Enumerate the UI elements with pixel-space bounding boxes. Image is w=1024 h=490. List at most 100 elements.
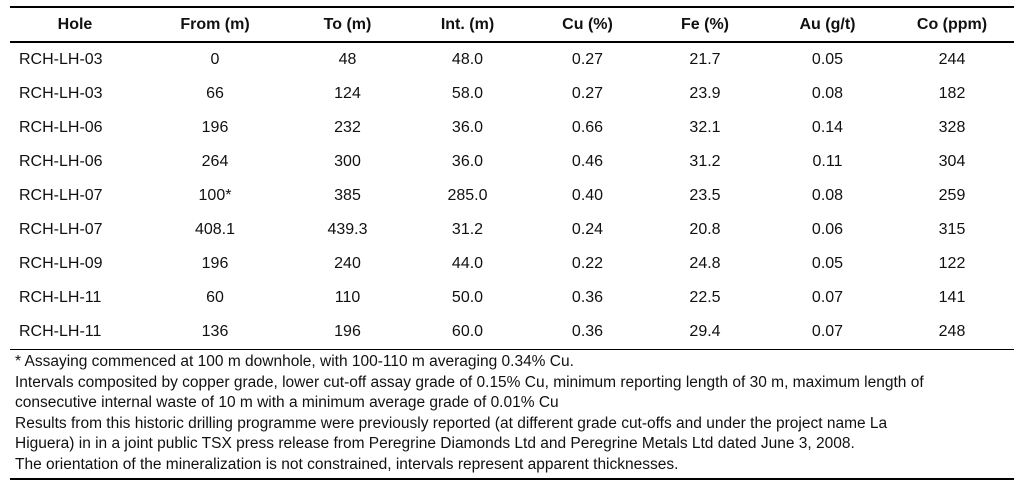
table-row: RCH-LH-06 264 300 36.0 0.46 31.2 0.11 304	[10, 145, 1014, 179]
cell-interval: 50.0	[451, 289, 484, 306]
cell-co: 304	[938, 153, 966, 170]
cell-to: 110	[334, 289, 361, 306]
header-to: To (m)	[290, 6, 405, 43]
cell-au: 0.14	[811, 119, 844, 136]
cell-co: 248	[890, 315, 1014, 350]
table-header-row: Hole From (m) To (m) Int. (m) Cu (%) Fe …	[10, 6, 1014, 43]
cell-hole: RCH-LH-06	[19, 153, 103, 170]
table-row: RCH-LH-06 196 232 36.0 0.66 32.1 0.14 328	[10, 111, 1014, 145]
cell-hole: RCH-LH-07	[19, 187, 103, 204]
cell-hole: RCH-LH-03	[19, 85, 103, 102]
table-footnotes: * Assaying commenced at 100 m downhole, …	[10, 352, 1014, 480]
cell-au: 0.06	[811, 221, 844, 238]
header-from: From (m)	[140, 6, 290, 43]
cell-fe: 22.5	[689, 289, 721, 306]
header-interval: Int. (m)	[405, 6, 530, 43]
cell-interval: 60.0	[405, 315, 530, 350]
cell-co: 141	[938, 289, 966, 306]
table-row: RCH-LH-09 196 240 44.0 0.22 24.8 0.05 122	[10, 247, 1014, 281]
cell-fe: 31.2	[689, 153, 721, 170]
header-cu: Cu (%)	[530, 6, 645, 43]
cell-to: 124	[334, 85, 361, 102]
cell-from: 136	[140, 315, 290, 350]
cell-fe: 29.4	[645, 315, 765, 350]
cell-to: 240	[334, 255, 361, 272]
table-row: RCH-LH-03 66 124 58.0 0.27 23.9 0.08 182	[10, 77, 1014, 111]
table-row: RCH-LH-11 60 110 50.0 0.36 22.5 0.07 141	[10, 281, 1014, 315]
cell-to: 439.3	[327, 221, 368, 238]
cell-au: 0.07	[811, 289, 844, 306]
header-co: Co (ppm)	[890, 6, 1014, 43]
cell-au: 0.08	[811, 85, 844, 102]
footnote-line: The orientation of the mineralization is…	[15, 455, 679, 473]
cell-co: 122	[938, 255, 966, 272]
cell-interval: 58.0	[451, 85, 484, 102]
cell-interval: 285.0	[447, 187, 488, 204]
cell-co: 259	[938, 187, 966, 204]
cell-to: 300	[334, 153, 361, 170]
cell-cu: 0.27	[571, 85, 604, 102]
cell-cu: 0.27	[571, 51, 604, 68]
header-fe: Fe (%)	[645, 6, 765, 43]
table-body: RCH-LH-03 0 48 48.0 0.27 21.7 0.05 244 RCH-LH-03…	[10, 42, 1014, 350]
cell-from: 66	[206, 85, 224, 102]
cell-fe: 32.1	[689, 119, 721, 136]
cell-fe: 20.8	[689, 221, 721, 238]
cell-from: 100*	[198, 187, 232, 204]
cell-cu: 0.46	[571, 153, 604, 170]
drill-results-table: Hole From (m) To (m) Int. (m) Cu (%) Fe …	[10, 6, 1014, 350]
cell-cu: 0.40	[571, 187, 604, 204]
cell-au: 0.08	[811, 187, 844, 204]
cell-interval: 36.0	[451, 119, 484, 136]
cell-au: 0.07	[765, 315, 890, 350]
cell-hole: RCH-LH-06	[19, 119, 103, 136]
cell-hole: RCH-LH-11	[19, 289, 102, 306]
results-table-container: Hole From (m) To (m) Int. (m) Cu (%) Fe …	[10, 6, 1014, 480]
footnote-line: Intervals composited by copper grade, lo…	[15, 373, 924, 391]
cell-cu: 0.22	[571, 255, 604, 272]
table-row: RCH-LH-11 136 196 60.0 0.36 29.4 0.07 248	[10, 315, 1014, 350]
cell-interval: 31.2	[451, 221, 484, 238]
cell-from: 60	[206, 289, 224, 306]
cell-hole: RCH-LH-11	[10, 315, 140, 350]
cell-interval: 48.0	[451, 51, 484, 68]
header-au: Au (g/t)	[765, 6, 890, 43]
cell-cu: 0.36	[530, 315, 645, 350]
cell-au: 0.05	[811, 255, 844, 272]
cell-co: 244	[938, 51, 966, 68]
cell-co: 315	[938, 221, 966, 238]
cell-co: 182	[938, 85, 966, 102]
footnote-line: Results from this historic drilling prog…	[15, 414, 888, 432]
cell-cu: 0.36	[571, 289, 604, 306]
header-hole: Hole	[10, 6, 140, 43]
footnote-line: Higuera) in in a joint public TSX press …	[15, 435, 855, 452]
cell-to: 196	[290, 315, 405, 350]
cell-to: 385	[334, 187, 361, 204]
cell-au: 0.11	[812, 153, 843, 170]
table-row: RCH-LH-07 408.1 439.3 31.2 0.24 20.8 0.06 315	[10, 213, 1014, 247]
cell-cu: 0.66	[571, 119, 604, 136]
cell-hole: RCH-LH-07	[19, 221, 103, 238]
cell-from: 196	[201, 255, 229, 272]
cell-fe: 23.9	[689, 85, 721, 102]
cell-fe: 23.5	[689, 187, 721, 204]
cell-cu: 0.24	[571, 221, 604, 238]
cell-interval: 44.0	[451, 255, 484, 272]
footnote-line: consecutive internal waste of 10 m with …	[15, 394, 559, 411]
cell-from: 408.1	[194, 221, 236, 238]
cell-from: 264	[201, 153, 229, 170]
cell-au: 0.05	[811, 51, 844, 68]
cell-from: 0	[210, 51, 220, 68]
table-row: RCH-LH-07 100* 385 285.0 0.40 23.5 0.08 259	[10, 179, 1014, 213]
cell-hole: RCH-LH-03	[19, 51, 103, 68]
footnote-line: * Assaying commenced at 100 m downhole, …	[15, 353, 574, 370]
cell-interval: 36.0	[451, 153, 484, 170]
cell-to: 48	[338, 51, 357, 68]
cell-to: 232	[334, 119, 361, 136]
cell-fe: 21.7	[689, 51, 721, 68]
cell-fe: 24.8	[689, 255, 721, 272]
cell-from: 196	[201, 119, 229, 136]
cell-co: 328	[938, 119, 966, 136]
table-row: RCH-LH-03 0 48 48.0 0.27 21.7 0.05 244	[10, 42, 1014, 77]
cell-hole: RCH-LH-09	[19, 255, 103, 272]
